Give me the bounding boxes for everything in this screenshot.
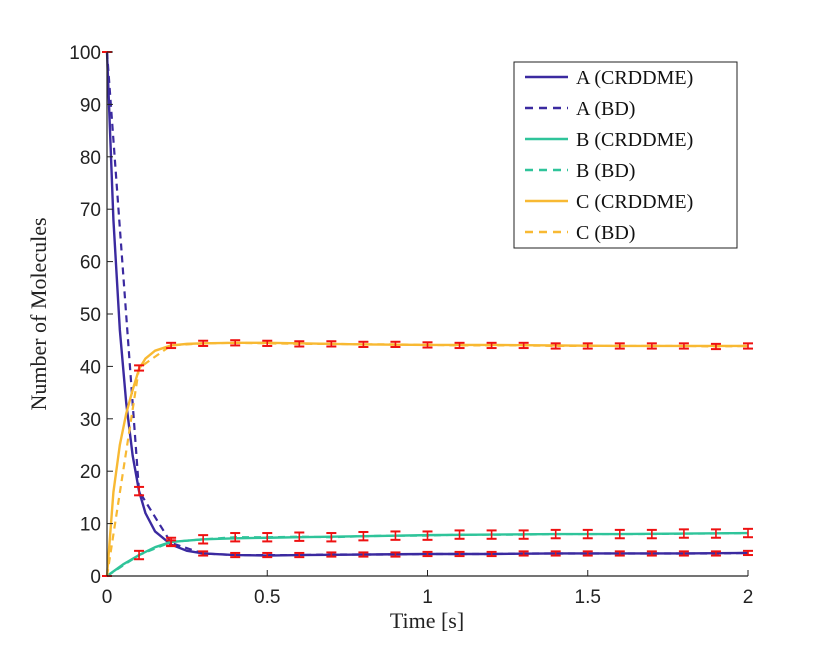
error-bar	[614, 342, 625, 350]
error-bar	[326, 532, 337, 543]
error-bar	[518, 550, 529, 557]
error-bar	[518, 341, 529, 350]
y-tick-label: 40	[80, 357, 101, 378]
error-bar	[198, 534, 209, 545]
error-bar	[550, 342, 561, 350]
error-bar	[262, 339, 273, 347]
legend-label-c-bd: C (BD)	[576, 222, 635, 244]
error-bar	[166, 536, 177, 548]
x-tick-label: 0.5	[254, 587, 280, 608]
error-bar	[518, 529, 529, 540]
error-bar	[262, 551, 273, 559]
error-bar	[454, 529, 465, 540]
x-axis-label: Time [s]	[390, 608, 464, 633]
error-bar	[358, 530, 369, 542]
error-bar	[582, 342, 593, 350]
error-bar	[262, 532, 273, 543]
y-tick-label: 10	[80, 515, 101, 536]
error-bar	[646, 342, 657, 350]
error-bar	[486, 341, 497, 350]
legend-box	[513, 61, 738, 249]
error-bar	[230, 532, 241, 543]
error-bar	[294, 551, 305, 559]
error-bar	[326, 551, 337, 558]
error-bar	[678, 528, 689, 539]
legend-label-b-crddme: B (CRDDME)	[576, 129, 693, 151]
error-bar	[614, 528, 625, 540]
legend-label-a-bd: A (BD)	[576, 98, 635, 120]
error-bar	[422, 550, 433, 558]
error-bar	[422, 530, 433, 541]
y-tick-label: 70	[80, 200, 101, 221]
error-bar	[230, 339, 241, 347]
error-bar	[710, 550, 721, 557]
error-bar	[486, 550, 497, 558]
error-bar	[358, 340, 369, 349]
x-tick-label: 2	[743, 587, 754, 608]
error-bar	[743, 342, 753, 350]
error-bar	[134, 364, 145, 372]
error-bar	[390, 551, 401, 558]
error-bar	[454, 550, 465, 558]
error-bar	[743, 527, 753, 539]
y-tick-label: 90	[80, 95, 101, 116]
error-bar	[582, 528, 593, 540]
error-bar	[550, 550, 561, 557]
x-ticks: 0 0.5 1 1.5 2	[102, 570, 754, 608]
y-tick-label: 100	[69, 43, 101, 64]
x-tick-label: 0	[102, 587, 113, 608]
legend: A (CRDDME) A (BD) B (CRDDME) B (BD) C (CRDDM…	[513, 61, 738, 249]
error-bar	[390, 530, 401, 541]
error-bar	[390, 340, 401, 349]
y-tick-label: 20	[80, 462, 101, 483]
error-bar	[230, 551, 241, 559]
error-bar	[486, 529, 497, 540]
error-bar	[678, 342, 689, 350]
error-bar	[134, 485, 145, 497]
legend-label-a-crddme: A (CRDDME)	[576, 67, 693, 89]
legend-label-c-crddme: C (CRDDME)	[576, 191, 693, 213]
y-axis-label: Number of Molecules	[26, 217, 51, 410]
error-bar	[646, 550, 657, 557]
error-bar	[614, 550, 625, 557]
error-bar	[678, 550, 689, 557]
y-tick-label: 60	[80, 253, 101, 274]
y-tick-label: 80	[80, 148, 101, 169]
legend-label-b-bd: B (BD)	[576, 160, 635, 182]
error-bar	[710, 528, 721, 539]
error-bar	[326, 340, 337, 348]
error-bar	[166, 341, 177, 350]
y-tick-label: 50	[80, 305, 101, 326]
error-bar	[550, 528, 561, 540]
error-bar	[710, 342, 721, 351]
error-bar	[198, 339, 209, 347]
error-bar	[198, 550, 209, 557]
error-bar	[422, 341, 433, 349]
y-tick-label: 30	[80, 410, 101, 431]
error-bar	[358, 551, 369, 558]
y-tick-label: 0	[90, 567, 101, 588]
error-bars	[102, 51, 753, 577]
y-ticks: 0 10 20 30 40 50 60 70 80 90 100	[69, 43, 113, 588]
error-bar	[294, 340, 305, 348]
x-tick-label: 1	[422, 587, 433, 608]
error-bar	[294, 531, 305, 542]
error-bar	[646, 528, 657, 540]
error-bar	[134, 549, 145, 561]
error-bar	[743, 549, 753, 557]
x-tick-label: 1.5	[575, 587, 601, 608]
error-bar	[582, 550, 593, 557]
error-bar	[454, 341, 465, 350]
